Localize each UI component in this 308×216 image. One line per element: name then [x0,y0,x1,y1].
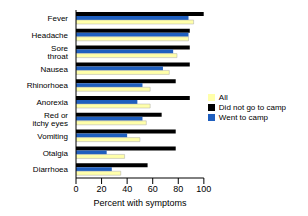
svg-text:20: 20 [97,184,107,194]
svg-text:80: 80 [173,184,183,194]
svg-text:100: 100 [196,184,211,194]
svg-text:Fever: Fever [48,14,69,23]
svg-text:Rhinorhoea: Rhinorhoea [27,81,69,90]
svg-text:Red oritchy eyes: Red oritchy eyes [32,111,68,128]
html-text:Did not go to camp: Did not go to camp [218,103,286,112]
svg-text:Anorexia: Anorexia [36,98,68,107]
svg-text:Diarrhoea: Diarrhoea [33,165,69,174]
svg-text:Headache: Headache [32,31,69,40]
html-text:Went to camp: Went to camp [218,113,269,122]
svg-text:Otalgia: Otalgia [43,149,69,158]
svg-text:Nausea: Nausea [40,65,68,74]
svg-text:Sorethroat: Sorethroat [48,44,69,61]
svg-text:Percent with symptoms: Percent with symptoms [93,198,187,208]
svg-text:0: 0 [73,184,78,194]
html-text:All: All [218,93,228,102]
svg-text:60: 60 [148,184,158,194]
svg-text:Vomiting: Vomiting [37,132,68,141]
svg-text:40: 40 [122,184,132,194]
